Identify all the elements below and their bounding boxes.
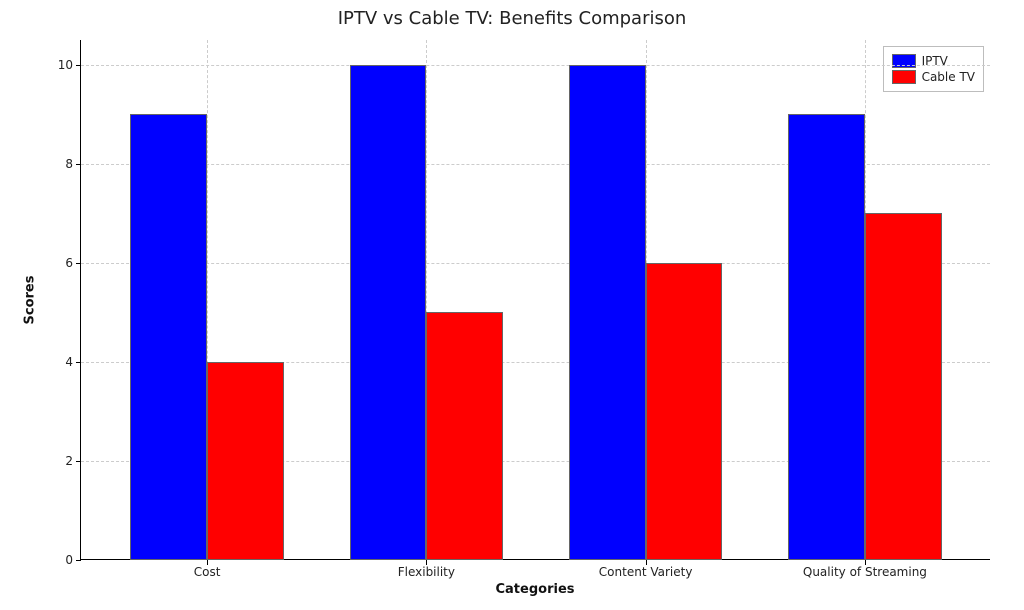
bar-iptv	[788, 114, 865, 560]
legend-item: IPTV	[892, 53, 975, 69]
x-tick-mark	[646, 560, 647, 565]
bar-cable-tv	[207, 362, 284, 560]
legend-item: Cable TV	[892, 69, 975, 85]
y-tick-mark	[76, 65, 81, 66]
y-tick-mark	[76, 560, 81, 561]
y-axis-label: Scores	[23, 276, 38, 325]
bar-cable-tv	[646, 263, 723, 560]
x-tick-mark	[865, 560, 866, 565]
y-tick-mark	[76, 164, 81, 165]
bar-iptv	[350, 65, 427, 560]
bar-iptv	[569, 65, 646, 560]
plot-area: IPTVCable TV 0246810CostFlexibilityConte…	[80, 40, 990, 560]
chart-container: IPTV vs Cable TV: Benefits Comparison Sc…	[0, 0, 1024, 610]
y-tick-mark	[76, 461, 81, 462]
legend-swatch	[892, 70, 916, 84]
x-axis-label: Categories	[495, 582, 574, 597]
bar-cable-tv	[865, 213, 942, 560]
legend-label: IPTV	[922, 53, 948, 69]
y-tick-mark	[76, 362, 81, 363]
y-tick-mark	[76, 263, 81, 264]
legend: IPTVCable TV	[883, 46, 984, 92]
legend-label: Cable TV	[922, 69, 975, 85]
bar-cable-tv	[426, 312, 503, 560]
x-tick-mark	[207, 560, 208, 565]
legend-swatch	[892, 54, 916, 68]
grid-line	[81, 65, 990, 66]
chart-title: IPTV vs Cable TV: Benefits Comparison	[0, 8, 1024, 29]
bar-iptv	[130, 114, 207, 560]
x-tick-mark	[426, 560, 427, 565]
